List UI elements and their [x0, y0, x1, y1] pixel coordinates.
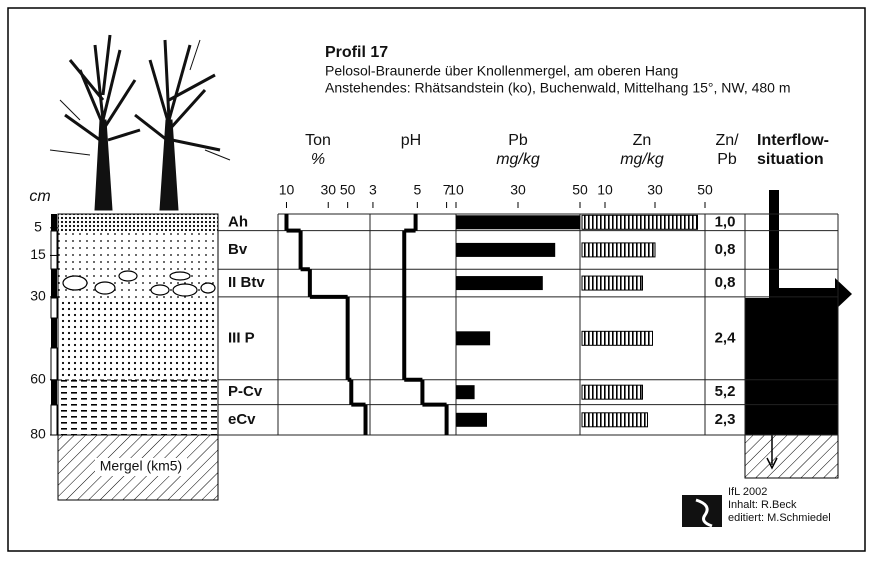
column-title: Pb	[717, 151, 737, 168]
pb-bar	[456, 276, 543, 290]
column-title: Ton	[305, 132, 331, 149]
x-tick-label: 10	[279, 182, 295, 198]
zn-bar	[582, 385, 643, 399]
horizon-label: P-Cv	[228, 383, 263, 400]
horizon-label: III P	[228, 329, 255, 346]
x-tick-label: 30	[320, 182, 336, 198]
horizon-label: II Btv	[228, 274, 265, 291]
x-tick-label: 5	[413, 182, 421, 198]
zn-bar	[582, 413, 648, 427]
x-tick-label: 30	[510, 182, 526, 198]
note: Anstehendes: Rhätsandstein (ko), Buchenw…	[325, 80, 791, 96]
zn-pb-ratio: 2,3	[715, 411, 736, 428]
x-tick-label: 10	[448, 182, 464, 198]
credit: editiert: M.Schmiedel	[728, 512, 831, 524]
x-tick-label: 50	[340, 182, 356, 198]
zn-bar	[582, 331, 653, 345]
x-tick-label: 10	[597, 182, 613, 198]
horizon-label: Bv	[228, 241, 248, 258]
subtitle: Pelosol-Braunerde über Knollenmergel, am…	[325, 63, 678, 79]
depth-label: cm	[29, 188, 50, 205]
zn-pb-ratio: 5,2	[715, 383, 736, 400]
title: Profil 17	[325, 44, 388, 61]
zn-pb-ratio: 0,8	[715, 241, 736, 258]
logo	[682, 495, 722, 527]
depth-tick-label: 60	[30, 370, 46, 386]
x-tick-label: 50	[697, 182, 713, 198]
horizon-label: Ah	[228, 213, 248, 230]
x-tick-label: 50	[572, 182, 588, 198]
pb-bar	[456, 413, 487, 427]
column-title: Zn/	[715, 132, 739, 149]
column-title: Interflow-	[757, 132, 829, 149]
pb-bar	[456, 331, 490, 345]
column-unit: mg/kg	[620, 151, 664, 168]
depth-tick-label: 5	[34, 219, 42, 235]
zn-pb-ratio: 0,8	[715, 274, 736, 291]
zn-bar	[582, 276, 643, 290]
x-tick-label: 30	[647, 182, 663, 198]
depth-tick-label: 15	[30, 246, 46, 262]
zn-pb-ratio: 2,4	[715, 329, 737, 346]
soil-profile: Mergel (km5) Profil 17 Pelosol-Braunerde…	[0, 0, 873, 559]
column-unit: mg/kg	[496, 151, 540, 168]
zn-bar	[582, 243, 655, 257]
horizon-label: eCv	[228, 411, 256, 428]
column-title: situation	[757, 151, 824, 168]
column-unit: %	[311, 151, 325, 168]
credit: Inhalt: R.Beck	[728, 499, 797, 511]
column-title: pH	[401, 132, 421, 149]
trees	[50, 35, 230, 210]
zn-bar	[582, 215, 698, 229]
column-title: Pb	[508, 132, 528, 149]
x-tick-label: 3	[369, 182, 377, 198]
pb-bar	[456, 243, 555, 257]
depth-tick-label: 30	[30, 288, 46, 304]
credit: IfL 2002	[728, 486, 767, 498]
pb-bar	[456, 385, 475, 399]
zn-pb-ratio: 1,0	[715, 213, 736, 230]
substrate-label: Mergel (km5)	[100, 458, 182, 474]
pb-bar	[456, 215, 580, 229]
column-title: Zn	[633, 132, 652, 149]
depth-tick-label: 80	[30, 426, 46, 442]
